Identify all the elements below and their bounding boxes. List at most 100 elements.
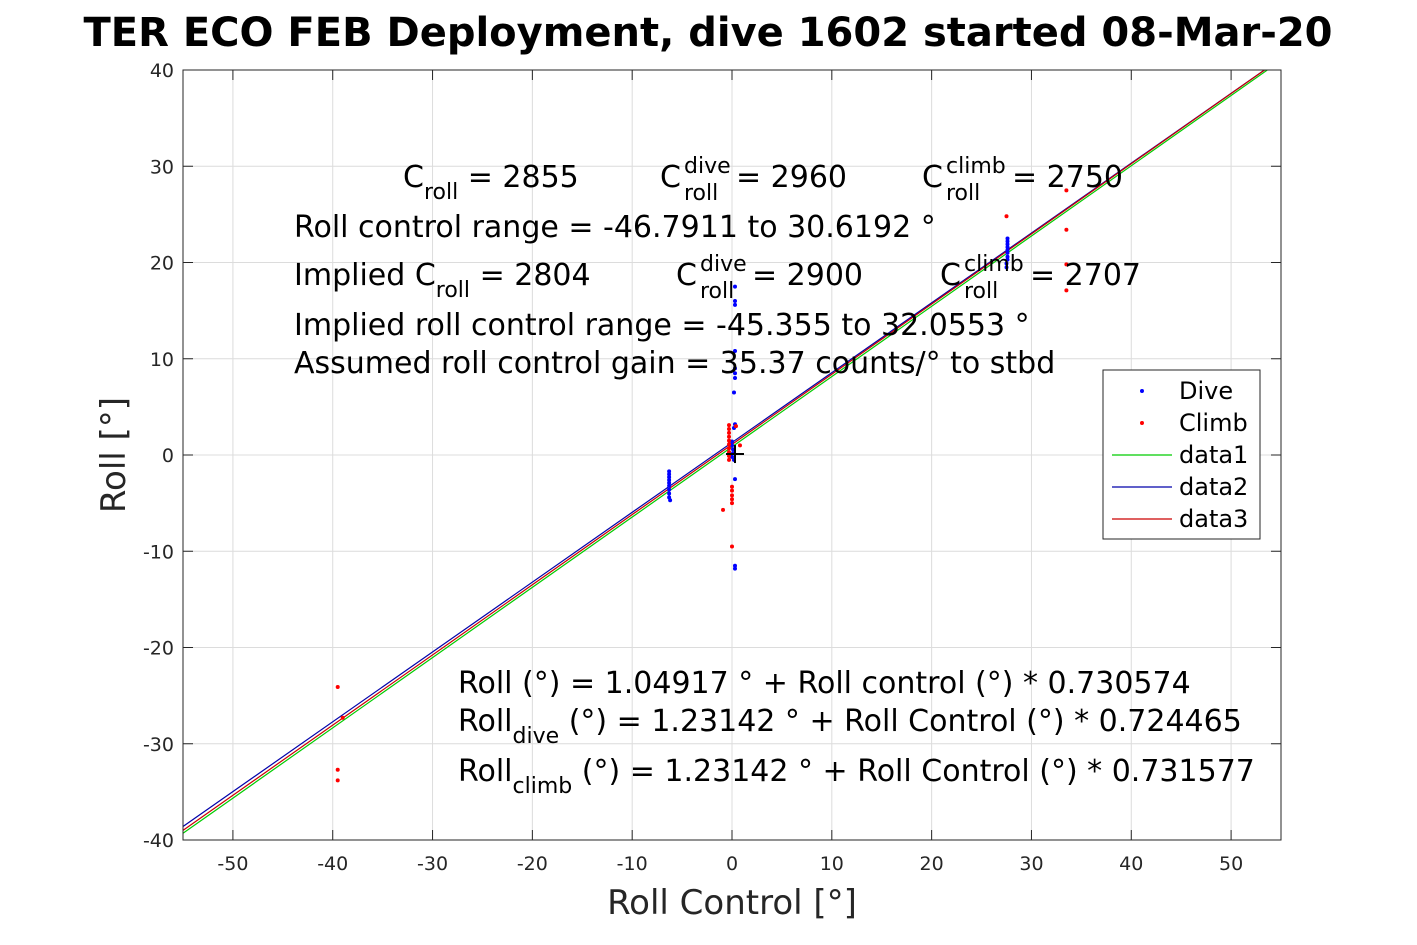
point-climb: [1064, 288, 1069, 293]
point-climb: [733, 424, 738, 429]
point-dive: [1005, 254, 1010, 259]
legend-label: data1: [1179, 441, 1248, 469]
legend-label: Dive: [1179, 377, 1233, 405]
point-dive: [732, 477, 737, 482]
point-dive: [1005, 239, 1010, 244]
annotation-roll-control-range: Roll control range = -46.7911 to 30.6192…: [294, 210, 936, 245]
x-tick-label: 40: [1119, 853, 1143, 875]
x-tick-label: 10: [820, 853, 844, 875]
point-climb: [1064, 262, 1069, 267]
point-dive: [667, 491, 672, 496]
legend-swatch-climb: [1140, 421, 1144, 425]
annotation-implied-c-roll-dive-base: C: [676, 258, 697, 293]
point-dive: [732, 366, 737, 371]
annotation-implied-c-roll-climb-value: = 2707: [1030, 258, 1141, 293]
implied-c-roll-value: = 2804: [470, 258, 591, 293]
legend-swatch-dive: [1140, 389, 1144, 393]
annotation-c-roll-dive-sub: roll: [684, 181, 718, 206]
point-climb: [340, 715, 345, 720]
legend-label: data3: [1179, 505, 1248, 533]
y-tick-label: 10: [150, 349, 174, 371]
point-climb: [727, 434, 732, 439]
point-dive: [1005, 257, 1010, 262]
y-tick-label: -30: [143, 734, 174, 756]
point-climb: [727, 438, 732, 443]
annotation-c-roll-climb-sub: roll: [946, 181, 980, 206]
point-dive: [1005, 236, 1010, 241]
fit-dive-value: (°) = 1.23142 ° + Roll Control (°) * 0.7…: [559, 704, 1242, 739]
point-climb: [727, 423, 732, 428]
point-dive: [667, 483, 672, 488]
annotation-implied-c-roll-dive-sub: roll: [700, 279, 734, 304]
point-dive: [1004, 261, 1009, 266]
y-tick-label: -10: [143, 541, 174, 563]
x-tick-label: 0: [726, 853, 738, 875]
x-axis-label: Roll Control [°]: [607, 883, 857, 923]
point-climb: [727, 442, 732, 447]
point-climb: [335, 767, 340, 772]
annotation-c-roll-dive-sup: dive: [684, 154, 731, 179]
annotation-fit-all: Roll (°) = 1.04917 ° + Roll control (°) …: [458, 666, 1191, 701]
point-dive: [1005, 242, 1010, 247]
point-climb: [727, 427, 732, 432]
point-climb: [727, 457, 732, 462]
annotation-implied-c-roll: Implied Croll = 2804: [294, 258, 591, 303]
point-climb: [730, 488, 734, 493]
point-dive: [732, 566, 737, 571]
x-tick-label: 30: [1019, 853, 1043, 875]
point-dive: [732, 302, 737, 307]
c-roll-sub: roll: [424, 180, 458, 205]
annotation-c-roll-climb-base: C: [922, 160, 943, 195]
point-dive: [1005, 245, 1010, 250]
point-climb: [1004, 214, 1009, 219]
annotation-fit-dive: Rolldive (°) = 1.23142 ° + Roll Control …: [458, 704, 1242, 749]
point-dive: [667, 472, 672, 477]
point-climb: [1064, 227, 1069, 232]
y-tick-label: 0: [162, 445, 174, 467]
point-dive: [732, 563, 737, 568]
legend-label: data2: [1179, 473, 1248, 501]
legend-label: Climb: [1179, 409, 1248, 437]
x-tick-label: -50: [217, 853, 248, 875]
y-tick-label: 30: [150, 156, 174, 178]
y-axis-label: Roll [°]: [94, 397, 134, 513]
x-tick-label: 50: [1219, 853, 1243, 875]
c-roll-value: = 2855: [458, 160, 579, 195]
y-tick-label: -40: [143, 830, 174, 852]
annotation-implied-c-roll-dive-sup: dive: [700, 252, 747, 277]
fit-dive-sub: dive: [513, 724, 560, 749]
point-climb: [730, 493, 734, 498]
annotation-c-roll: Croll = 2855: [403, 160, 579, 205]
annotations: Croll = 2855 C dive roll = 2960 C climb …: [294, 154, 1255, 799]
annotation-implied-c-roll-dive-value: = 2900: [752, 258, 863, 293]
fit-climb-base: Roll: [458, 754, 513, 789]
point-dive: [732, 376, 737, 380]
point-dive: [732, 299, 737, 303]
fit-climb-sub: climb: [513, 774, 573, 799]
annotation-implied-range: Implied roll control range = -45.355 to …: [294, 308, 1030, 343]
point-dive: [667, 487, 672, 492]
annotation-c-roll-climb-value: = 2750: [1012, 160, 1123, 195]
point-climb: [730, 484, 734, 489]
x-tick-label: -30: [417, 853, 448, 875]
point-climb: [730, 497, 734, 502]
point-dive: [1005, 250, 1010, 255]
point-dive: [667, 469, 672, 474]
point-dive: [1005, 247, 1010, 252]
x-tick-label: -20: [517, 853, 548, 875]
annotation-implied-c-roll-climb-base: C: [940, 258, 961, 293]
point-dive: [667, 475, 672, 480]
point-climb: [727, 446, 732, 451]
point-climb: [335, 778, 340, 783]
point-climb: [727, 430, 732, 435]
point-dive: [1004, 265, 1009, 270]
point-climb: [1064, 188, 1069, 193]
x-tick-label: -10: [617, 853, 648, 875]
x-tick-label: -40: [317, 853, 348, 875]
c-roll-base: C: [403, 160, 424, 195]
point-climb: [737, 443, 742, 448]
implied-c-roll-sub: roll: [436, 278, 470, 303]
legend: Dive Climb data1 data2 data3: [1102, 369, 1261, 540]
y-tick-label: 40: [150, 60, 174, 82]
